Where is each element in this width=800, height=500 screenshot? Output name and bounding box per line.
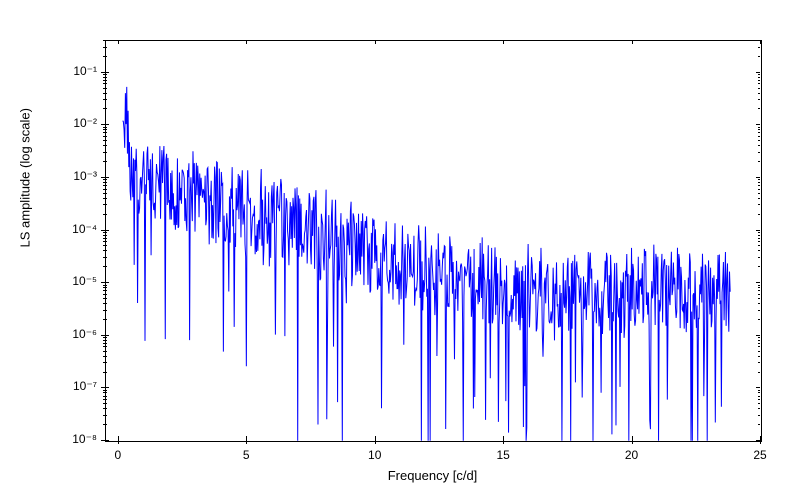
x-tick-label: 5 <box>236 448 256 462</box>
y-tick-label: 10⁻⁵ <box>72 274 97 288</box>
y-tick-label: 10⁻⁴ <box>72 222 97 236</box>
y-tick-label: 10⁻⁸ <box>72 432 97 446</box>
x-tick-label: 15 <box>493 448 513 462</box>
spectrum-line <box>106 41 761 441</box>
x-tick-label: 20 <box>622 448 642 462</box>
x-tick <box>118 440 119 444</box>
x-tick <box>246 440 247 444</box>
y-tick-label: 10⁻¹ <box>73 64 97 78</box>
y-tick-label: 10⁻⁷ <box>73 379 97 393</box>
y-tick-label: 10⁻⁶ <box>72 327 97 341</box>
x-tick <box>503 440 504 444</box>
x-tick-label: 10 <box>365 448 385 462</box>
spectrum-path <box>123 87 730 441</box>
x-axis-title: Frequency [c/d] <box>105 468 760 483</box>
y-tick-label: 10⁻² <box>73 116 97 130</box>
y-axis-title: LS amplitude (log scale) <box>18 228 33 248</box>
x-tick <box>632 440 633 444</box>
periodogram-chart: LS amplitude (log scale) Frequency [c/d]… <box>0 0 800 500</box>
plot-area <box>105 40 762 442</box>
x-tick <box>375 440 376 444</box>
y-tick-label: 10⁻³ <box>73 169 97 183</box>
x-tick-label: 0 <box>108 448 128 462</box>
x-tick <box>760 440 761 444</box>
x-tick-label: 25 <box>750 448 770 462</box>
